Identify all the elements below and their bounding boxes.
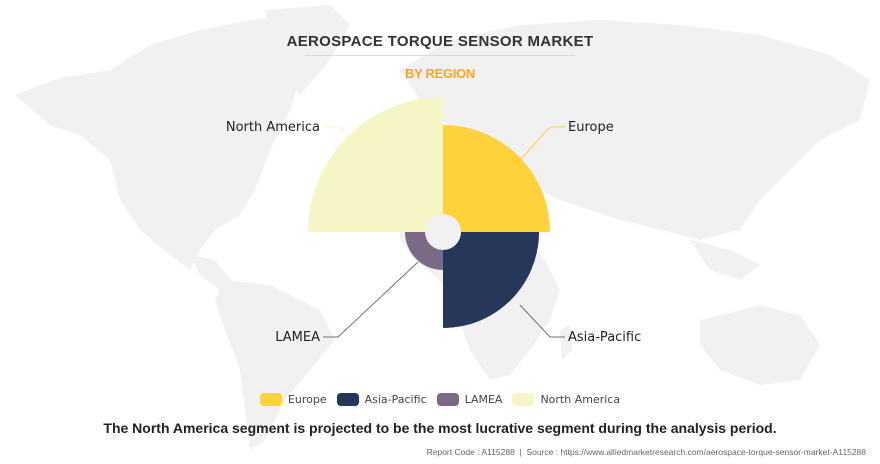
legend-label: North America (540, 393, 621, 406)
legend-label: Asia-Pacific (364, 393, 427, 406)
leader-line-north-america (323, 126, 356, 141)
label-lamea: LAMEA (275, 330, 320, 345)
summary-note: The North America segment is projected t… (103, 420, 777, 436)
slice-north-america[interactable] (308, 97, 443, 232)
legend-label: LAMEA (464, 393, 503, 406)
legend-swatch-asia-pacific (336, 393, 359, 406)
leader-line-lamea (323, 261, 419, 338)
legend-swatch-europe (259, 393, 282, 406)
leader-line-europe (519, 126, 565, 161)
title-divider (305, 55, 575, 56)
chart-subtitle: BY REGION (404, 66, 476, 81)
label-north-america: North America (226, 120, 320, 135)
slice-asia-pacific[interactable] (443, 232, 539, 328)
legend-item-lamea[interactable]: LAMEA (436, 393, 503, 406)
slice-europe[interactable] (443, 125, 550, 232)
leader-line-asia-pacific (519, 304, 565, 338)
legend-label: Europe (287, 393, 327, 406)
legend-item-europe[interactable]: Europe (259, 393, 327, 406)
center-hole (425, 214, 461, 250)
label-europe: Europe (568, 120, 614, 135)
source-citation: Report Code : A115288 | Source : https:/… (426, 447, 866, 457)
chart-title: AEROSPACE TORQUE SENSOR MARKET (286, 33, 594, 50)
label-asia-pacific: Asia-Pacific (568, 330, 641, 345)
chart-legend: Europe Asia-Pacific LAMEA North America (0, 393, 880, 406)
legend-swatch-north-america (512, 393, 535, 406)
legend-item-asia-pacific[interactable]: Asia-Pacific (336, 393, 427, 406)
legend-item-north-america[interactable]: North America (512, 393, 620, 406)
legend-swatch-lamea (436, 393, 459, 406)
